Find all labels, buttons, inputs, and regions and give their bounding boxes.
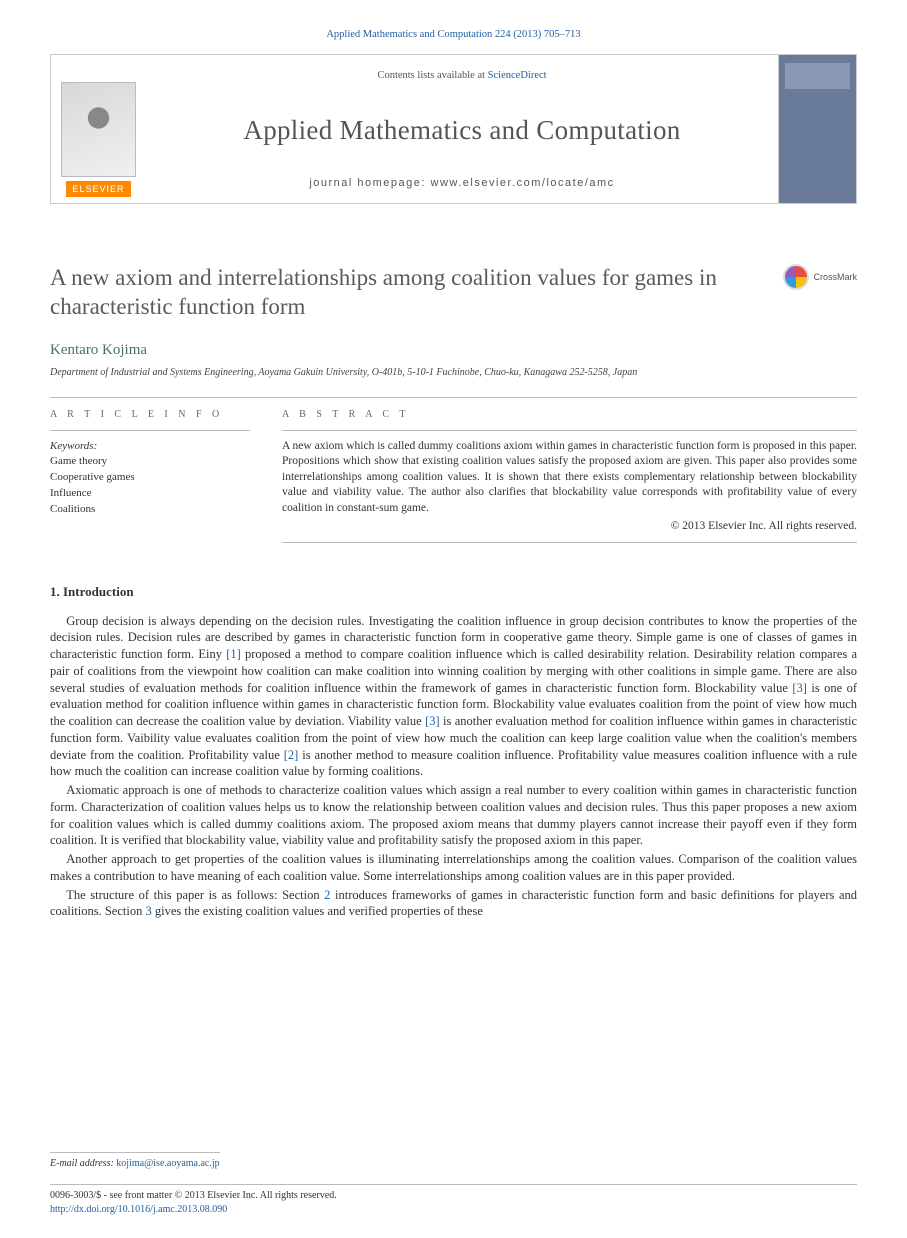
- journal-homepage-line: journal homepage: www.elsevier.com/locat…: [309, 176, 614, 191]
- divider: [282, 430, 857, 431]
- header-center: Contents lists available at ScienceDirec…: [146, 55, 778, 203]
- keyword: Coalitions: [50, 502, 250, 518]
- sciencedirect-link[interactable]: ScienceDirect: [488, 70, 547, 81]
- citation-link[interactable]: [2]: [284, 748, 299, 762]
- keyword: Influence: [50, 486, 250, 502]
- abstract-column: A B S T R A C T A new axiom which is cal…: [282, 398, 857, 551]
- keyword: Cooperative games: [50, 470, 250, 486]
- citation-link[interactable]: [3]: [425, 714, 440, 728]
- abstract-copyright: © 2013 Elsevier Inc. All rights reserved…: [282, 519, 857, 535]
- body-paragraph: Another approach to get properties of th…: [50, 851, 857, 885]
- divider: [50, 1152, 220, 1153]
- doi-link[interactable]: http://dx.doi.org/10.1016/j.amc.2013.08.…: [50, 1204, 227, 1215]
- article-meta-row: A R T I C L E I N F O Keywords: Game the…: [50, 397, 857, 551]
- journal-header: ELSEVIER Contents lists available at Sci…: [50, 54, 857, 204]
- contents-prefix: Contents lists available at: [377, 70, 487, 81]
- email-label: E-mail address:: [50, 1158, 114, 1169]
- elsevier-wordmark: ELSEVIER: [66, 181, 130, 197]
- author-affiliation: Department of Industrial and Systems Eng…: [50, 366, 857, 380]
- body-paragraph: Axiomatic approach is one of methods to …: [50, 782, 857, 849]
- keyword: Game theory: [50, 454, 250, 470]
- abstract-text: A new axiom which is called dummy coalit…: [282, 439, 857, 517]
- section-heading: 1. Introduction: [50, 583, 857, 601]
- section-link[interactable]: 3: [145, 904, 151, 918]
- section-link[interactable]: 2: [324, 888, 330, 902]
- citation-link[interactable]: [3]: [792, 681, 807, 695]
- page-footer: E-mail address: kojima@ise.aoyama.ac.jp …: [50, 1152, 857, 1217]
- divider: [282, 542, 857, 543]
- body-paragraph: Group decision is always depending on th…: [50, 613, 857, 781]
- crossmark-icon: [783, 264, 809, 290]
- homepage-label: journal homepage:: [309, 177, 430, 189]
- elsevier-tree-icon: [61, 82, 136, 177]
- footer-legal: 0096-3003/$ - see front matter © 2013 El…: [50, 1184, 857, 1216]
- keywords-label: Keywords:: [50, 439, 250, 454]
- journal-citation-bar: Applied Mathematics and Computation 224 …: [50, 28, 857, 42]
- front-matter-line: 0096-3003/$ - see front matter © 2013 El…: [50, 1189, 857, 1203]
- journal-name: Applied Mathematics and Computation: [243, 112, 680, 148]
- contents-lists-line: Contents lists available at ScienceDirec…: [377, 69, 546, 83]
- article-info-head: A R T I C L E I N F O: [50, 398, 250, 430]
- homepage-url[interactable]: www.elsevier.com/locate/amc: [431, 177, 615, 189]
- journal-cover-thumb: [778, 55, 856, 203]
- crossmark-widget[interactable]: CrossMark: [783, 264, 857, 290]
- body-paragraph: The structure of this paper is as follow…: [50, 887, 857, 921]
- author-email-link[interactable]: kojima@ise.aoyama.ac.jp: [116, 1158, 219, 1169]
- divider: [50, 430, 250, 431]
- article-info-column: A R T I C L E I N F O Keywords: Game the…: [50, 398, 250, 551]
- email-line: E-mail address: kojima@ise.aoyama.ac.jp: [50, 1157, 857, 1171]
- abstract-head: A B S T R A C T: [282, 398, 857, 430]
- crossmark-label: CrossMark: [813, 271, 857, 283]
- article-title: A new axiom and interrelationships among…: [50, 264, 771, 322]
- citation-link[interactable]: [1]: [226, 647, 241, 661]
- elsevier-logo[interactable]: ELSEVIER: [51, 55, 146, 203]
- author-name: Kentaro Kojima: [50, 340, 857, 360]
